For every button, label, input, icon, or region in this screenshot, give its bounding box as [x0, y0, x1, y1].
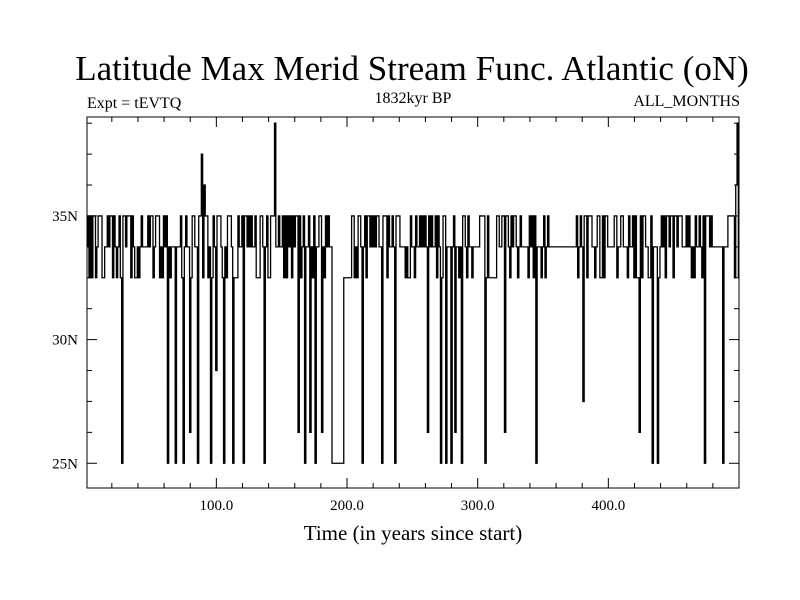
x-axis-title: Time (in years since start) — [304, 521, 523, 545]
y-tick-label: 35N — [52, 209, 78, 225]
series-line — [87, 122, 739, 464]
x-tick-label: 400.0 — [591, 498, 625, 514]
x-tick-label: 200.0 — [330, 498, 364, 514]
y-tick-label: 25N — [52, 456, 78, 472]
period-label: 1832kyr BP — [375, 90, 452, 107]
x-tick-label: 100.0 — [199, 498, 233, 514]
plot-frame — [86, 116, 740, 489]
chart-title: Latitude Max Merid Stream Func. Atlantic… — [75, 49, 749, 88]
x-tick-label: 300.0 — [461, 498, 495, 514]
months-label: ALL_MONTHS — [633, 93, 740, 110]
experiment-label: Expt = tEVTQ — [87, 95, 182, 112]
series-group — [87, 122, 739, 464]
y-tick-label: 30N — [52, 333, 78, 349]
axis-tick-labels: 100.0 200.0 300.0 400.0 25N 30N 35N — [52, 209, 625, 514]
